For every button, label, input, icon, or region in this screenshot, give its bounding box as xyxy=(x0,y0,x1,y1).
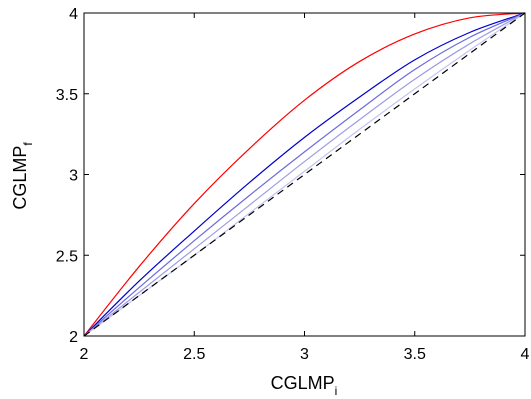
y-tick-label: 4 xyxy=(69,6,78,23)
x-tick-label: 3 xyxy=(300,346,309,363)
x-tick-label: 2.5 xyxy=(183,346,205,363)
series-layer xyxy=(83,12,526,337)
y-axis-label: CGLMPf xyxy=(10,142,35,210)
y-tick-label: 2 xyxy=(69,329,78,346)
x-axis-label-subscript: i xyxy=(335,384,338,398)
y-tick-label: 2.5 xyxy=(56,248,78,265)
y-tick-label: 3 xyxy=(69,168,78,185)
y-tick-label: 3.5 xyxy=(56,87,78,104)
x-tick-label: 2 xyxy=(80,346,89,363)
x-axis-label-main: CGLMP xyxy=(271,373,335,393)
y-axis-label-subscript: f xyxy=(21,142,35,146)
y-axis-label-main: CGLMP xyxy=(10,146,30,210)
y-axis: 2 2.5 3 3.5 4 xyxy=(56,6,525,346)
x-axis: 2 2.5 3 3.5 4 xyxy=(80,13,530,363)
x-axis-label: CGLMPi xyxy=(271,373,338,398)
series-line-2 xyxy=(83,12,526,337)
series-line-4 xyxy=(83,12,526,337)
series-line-1 xyxy=(83,12,526,337)
series-line-3 xyxy=(83,12,526,337)
x-tick-label: 3.5 xyxy=(404,346,426,363)
x-tick-label: 4 xyxy=(521,346,530,363)
